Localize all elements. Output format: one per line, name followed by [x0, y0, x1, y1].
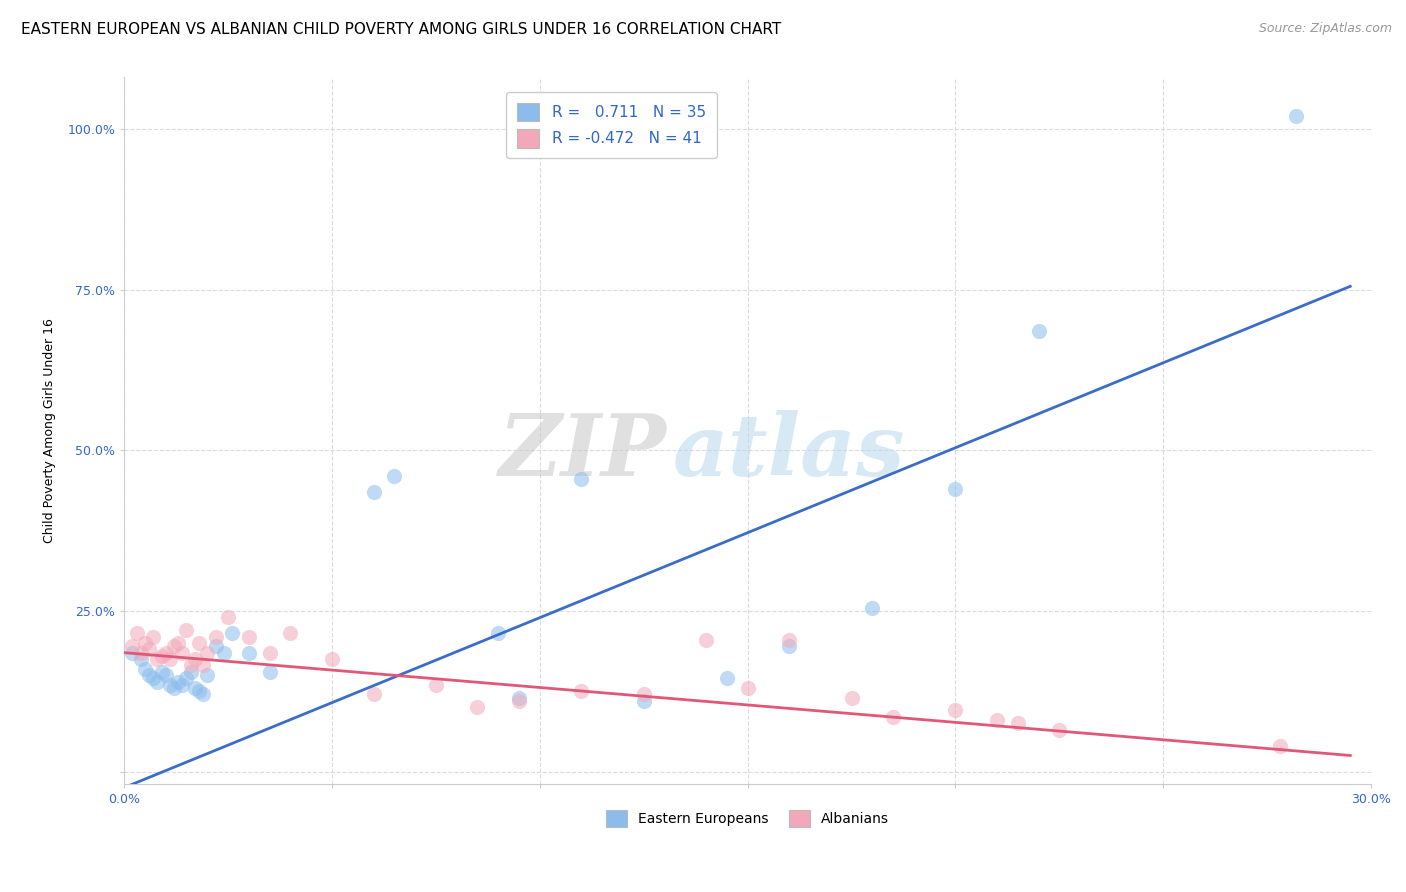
Point	[238, 646, 260, 660]
Point	[159, 678, 181, 692]
Point	[191, 658, 214, 673]
Point	[129, 652, 152, 666]
Point	[1285, 109, 1308, 123]
Point	[167, 674, 190, 689]
Point	[184, 681, 207, 695]
Point	[280, 626, 302, 640]
Point	[508, 690, 530, 705]
Point	[259, 665, 281, 679]
Point	[882, 710, 904, 724]
Point	[167, 636, 190, 650]
Text: atlas: atlas	[673, 410, 905, 494]
Point	[150, 648, 173, 663]
Point	[860, 600, 883, 615]
Point	[172, 646, 194, 660]
Point	[945, 704, 967, 718]
Point	[180, 658, 202, 673]
Point	[467, 700, 489, 714]
Point	[155, 668, 177, 682]
Point	[155, 646, 177, 660]
Point	[146, 674, 169, 689]
Point	[986, 713, 1008, 727]
Point	[176, 671, 198, 685]
Point	[142, 671, 165, 685]
Point	[176, 623, 198, 637]
Point	[778, 632, 800, 647]
Point	[363, 485, 385, 500]
Y-axis label: Child Poverty Among Girls Under 16: Child Poverty Among Girls Under 16	[44, 318, 56, 543]
Point	[486, 626, 509, 640]
Point	[841, 690, 863, 705]
Point	[1268, 739, 1291, 753]
Point	[121, 639, 143, 653]
Point	[138, 668, 160, 682]
Point	[945, 482, 967, 496]
Point	[221, 626, 243, 640]
Point	[569, 472, 592, 486]
Point	[129, 646, 152, 660]
Text: EASTERN EUROPEAN VS ALBANIAN CHILD POVERTY AMONG GIRLS UNDER 16 CORRELATION CHAR: EASTERN EUROPEAN VS ALBANIAN CHILD POVER…	[21, 22, 782, 37]
Point	[382, 469, 405, 483]
Point	[159, 652, 181, 666]
Point	[195, 646, 218, 660]
Point	[695, 632, 717, 647]
Text: Source: ZipAtlas.com: Source: ZipAtlas.com	[1258, 22, 1392, 36]
Point	[121, 646, 143, 660]
Point	[125, 626, 148, 640]
Point	[569, 684, 592, 698]
Point	[363, 687, 385, 701]
Point	[1028, 324, 1050, 338]
Point	[188, 636, 211, 650]
Point	[146, 652, 169, 666]
Point	[321, 652, 343, 666]
Point	[195, 668, 218, 682]
Point	[259, 646, 281, 660]
Point	[204, 639, 226, 653]
Point	[217, 610, 239, 624]
Legend: Eastern Europeans, Albanians: Eastern Europeans, Albanians	[599, 803, 896, 834]
Point	[163, 681, 186, 695]
Point	[212, 646, 235, 660]
Point	[778, 639, 800, 653]
Point	[142, 630, 165, 644]
Point	[188, 684, 211, 698]
Point	[134, 662, 156, 676]
Point	[180, 665, 202, 679]
Point	[716, 671, 738, 685]
Point	[508, 694, 530, 708]
Point	[134, 636, 156, 650]
Point	[163, 639, 186, 653]
Point	[138, 642, 160, 657]
Point	[633, 694, 655, 708]
Point	[1047, 723, 1070, 737]
Point	[425, 678, 447, 692]
Point	[172, 678, 194, 692]
Point	[204, 630, 226, 644]
Point	[191, 687, 214, 701]
Point	[737, 681, 759, 695]
Point	[633, 687, 655, 701]
Point	[1007, 716, 1029, 731]
Point	[238, 630, 260, 644]
Point	[184, 652, 207, 666]
Text: ZIP: ZIP	[499, 410, 666, 494]
Point	[150, 665, 173, 679]
